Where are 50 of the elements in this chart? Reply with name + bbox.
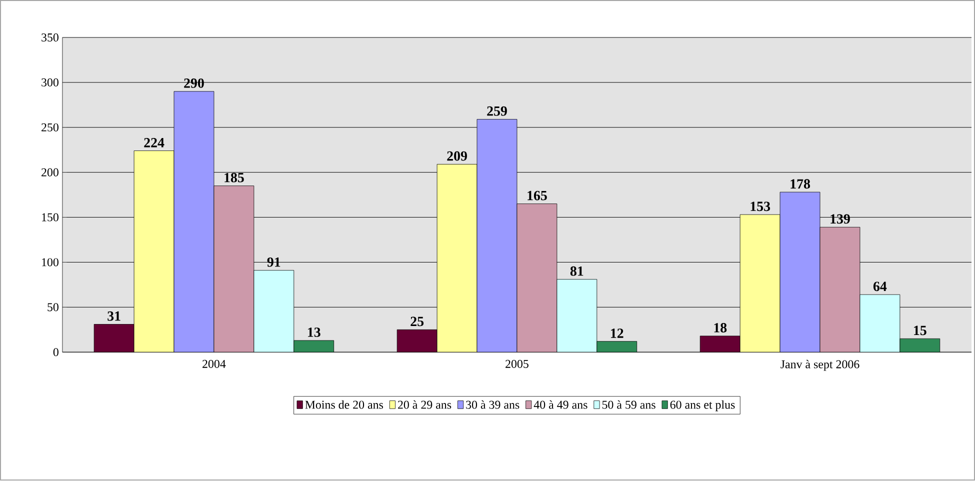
- legend-label: 40 à 49 ans: [534, 400, 588, 410]
- bar: [94, 324, 134, 352]
- y-tick-label: 100: [42, 258, 58, 266]
- legend-label: 60 ans et plus: [670, 400, 735, 412]
- data-label: 165: [528, 191, 547, 201]
- x-tick-label: 2004: [202, 360, 226, 368]
- y-tick-label: 50: [48, 303, 58, 312]
- data-label: 259: [487, 106, 507, 116]
- data-label: 25: [410, 317, 424, 326]
- y-tick-label: 0: [53, 348, 58, 356]
- bar: [476, 119, 518, 352]
- data-label: 224: [144, 138, 164, 148]
- legend-label: 20 à 29 ans: [398, 400, 452, 410]
- y-tick-label: 250: [42, 124, 58, 132]
- bar: [860, 294, 900, 352]
- data-label: 18: [714, 323, 727, 333]
- data-label: 209: [447, 152, 467, 161]
- data-label: 12: [611, 328, 624, 338]
- y-tick-label: 300: [42, 78, 58, 87]
- legend-label: Moins de 20 ans: [305, 400, 384, 410]
- bar: [900, 338, 940, 352]
- data-label: 13: [308, 328, 320, 338]
- bar: [700, 336, 740, 352]
- x-tick-label: Janv à sept 2006: [780, 360, 860, 371]
- legend-label: 30 à 39 ans: [466, 400, 520, 410]
- data-label: 31: [108, 312, 120, 321]
- bar: [254, 270, 294, 352]
- bar: [516, 204, 558, 352]
- data-label: 15: [914, 326, 926, 336]
- data-label: 81: [570, 266, 584, 276]
- bar: [780, 192, 820, 352]
- bar: [436, 164, 478, 352]
- legend-label: 50 à 59 ans: [602, 400, 656, 410]
- y-tick-label: 200: [42, 168, 58, 177]
- bar: [396, 330, 438, 352]
- bar: [174, 91, 214, 352]
- y-tick-label: 350: [42, 34, 58, 42]
- data-label: 178: [790, 179, 810, 189]
- y-tick-label: 150: [42, 213, 58, 222]
- data-label: 64: [873, 282, 887, 292]
- bar: [740, 214, 780, 352]
- data-label: 153: [750, 202, 770, 212]
- x-tick-label: 2005: [506, 360, 528, 368]
- data-label: 185: [224, 173, 244, 183]
- bar: [596, 342, 637, 352]
- bar: [820, 227, 860, 352]
- bar: [556, 279, 598, 352]
- bar: [294, 340, 334, 352]
- bar: [134, 150, 174, 352]
- bar: [214, 186, 254, 352]
